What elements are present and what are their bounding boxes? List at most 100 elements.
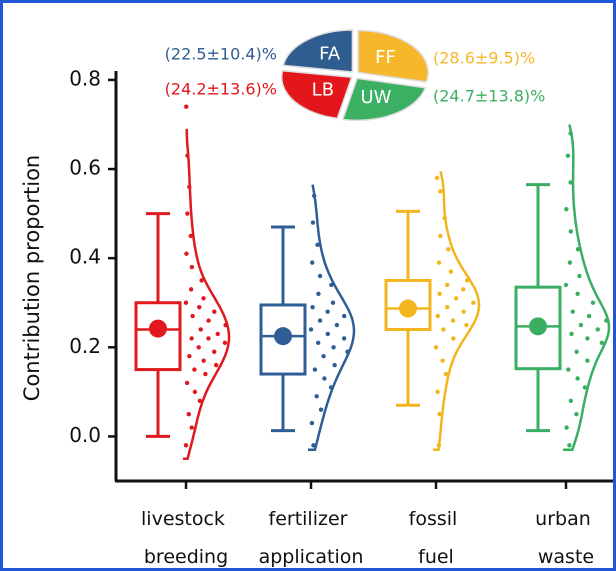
chart: Contribution proportion 0.0 0.2 0.4 0.6 0.8 l… (20, 29, 613, 568)
point (201, 296, 206, 301)
violin (182, 128, 231, 460)
point (450, 318, 456, 323)
point (345, 349, 350, 354)
point (184, 380, 190, 386)
point (342, 313, 347, 319)
point (566, 367, 571, 372)
violin (432, 171, 481, 452)
point (318, 407, 324, 412)
point (461, 309, 466, 314)
pie-slice (282, 29, 354, 73)
point (604, 318, 609, 323)
mean (274, 327, 292, 346)
point (184, 251, 189, 256)
y-tick-label: 0.6 (69, 156, 101, 180)
point (189, 336, 194, 341)
point (322, 376, 327, 381)
point (446, 247, 451, 252)
point (575, 376, 580, 381)
point (185, 153, 190, 158)
y-axis-label: Contribution proportion (20, 155, 44, 401)
violin (562, 124, 611, 452)
x-tick-label: urban waste (535, 508, 597, 568)
x-tick-label: fertilizer application (259, 508, 364, 568)
point (567, 443, 572, 448)
point (223, 322, 228, 328)
point (564, 206, 569, 212)
point (445, 282, 450, 288)
point (190, 313, 195, 319)
point (186, 411, 191, 417)
point (461, 287, 466, 292)
point (192, 389, 198, 395)
point (575, 291, 580, 297)
point (440, 358, 445, 363)
y-tick-label: 0.8 (69, 66, 101, 90)
y-tick-label: 0.0 (69, 423, 101, 447)
point (329, 282, 334, 288)
point (321, 354, 326, 359)
point (215, 331, 220, 337)
point (448, 269, 454, 274)
point (568, 229, 573, 234)
point (565, 153, 571, 158)
pie-value-label: (24.7±13.8)% (433, 86, 545, 105)
point (199, 278, 204, 283)
x-tick-label: livestock breeding (141, 508, 231, 568)
point (575, 247, 581, 252)
point (187, 354, 192, 359)
box (384, 278, 432, 331)
point (341, 336, 347, 341)
point (570, 309, 575, 314)
point (212, 349, 217, 354)
point (312, 367, 318, 372)
point (568, 180, 573, 185)
point (574, 411, 579, 417)
mean (399, 299, 417, 318)
point (578, 322, 584, 328)
point (437, 291, 442, 297)
point (317, 273, 323, 279)
point (310, 220, 316, 225)
point (188, 287, 194, 292)
pie-slice (357, 29, 429, 83)
point (183, 300, 189, 305)
point (325, 309, 330, 314)
point (436, 260, 442, 265)
point (310, 304, 315, 310)
point (328, 385, 334, 390)
point (438, 189, 443, 194)
point (189, 425, 194, 430)
point (314, 394, 319, 399)
point (436, 443, 442, 448)
point (315, 340, 321, 346)
point (196, 345, 201, 350)
point (315, 242, 320, 248)
point (599, 340, 605, 346)
point (585, 336, 590, 341)
point (311, 443, 316, 448)
point (586, 313, 592, 319)
pie-label: FA (319, 43, 341, 64)
point (184, 104, 189, 109)
point (222, 340, 228, 346)
point (434, 175, 440, 181)
point (433, 345, 439, 350)
point (443, 371, 449, 377)
point (454, 296, 459, 301)
point (441, 327, 446, 332)
violin (307, 184, 356, 452)
x-tick-label: fossil fuel (409, 508, 464, 568)
point (309, 260, 315, 265)
pie-value-label: (24.2±13.6)% (165, 79, 277, 98)
point (330, 300, 336, 305)
pie-label: LB (312, 79, 334, 100)
point (331, 345, 336, 350)
point (577, 273, 582, 279)
point (464, 322, 469, 328)
point (563, 282, 569, 288)
point (465, 278, 470, 283)
point (203, 371, 208, 377)
